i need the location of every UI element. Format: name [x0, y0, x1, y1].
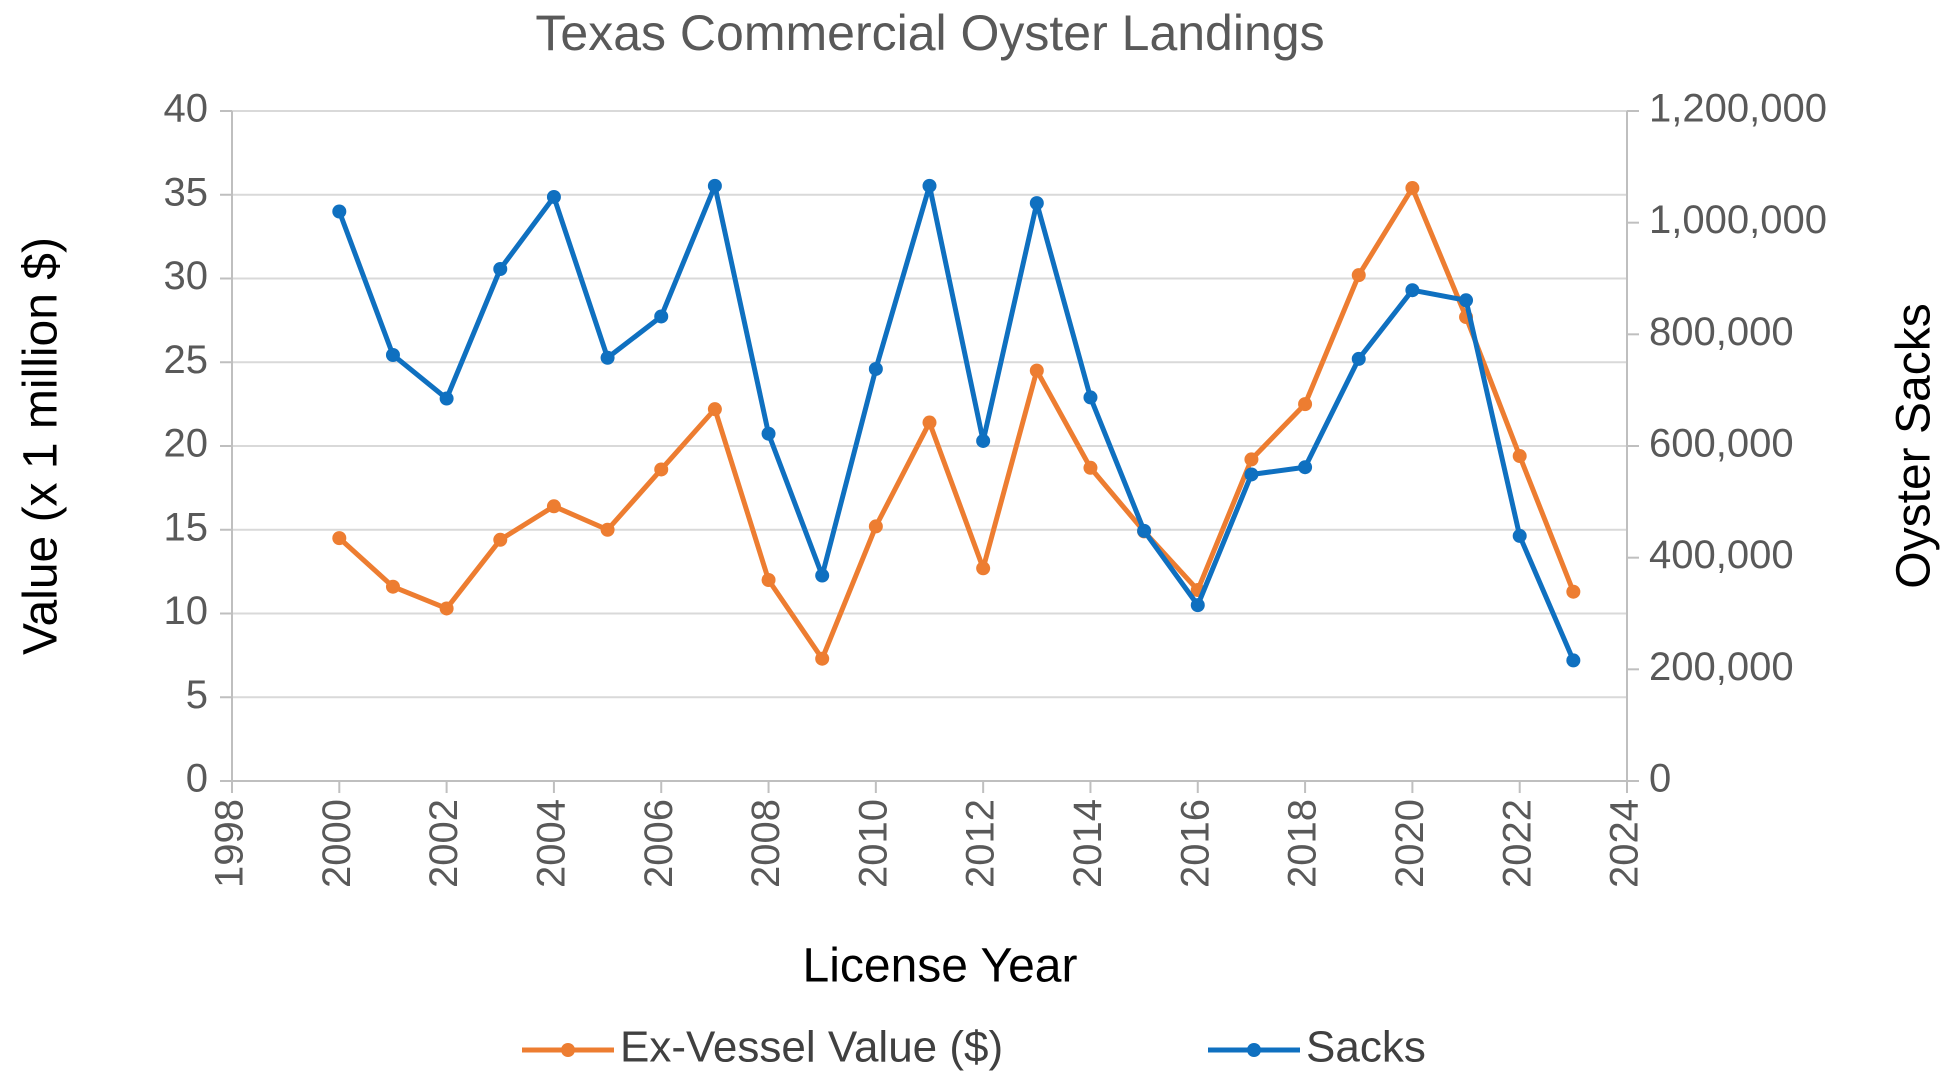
- x-tick-label: 2020: [1388, 799, 1432, 888]
- series-line: [337, 185, 1576, 662]
- data-point: [1083, 460, 1098, 475]
- data-point: [976, 433, 991, 448]
- legend-label: Sacks: [1306, 1023, 1426, 1072]
- y-tick-label: 30: [164, 254, 209, 298]
- x-tick-label: 2008: [744, 799, 788, 888]
- y2-axis-title: Oyster Sacks: [1888, 303, 1941, 588]
- y2-tick-label: 400,000: [1649, 533, 1794, 577]
- data-point: [332, 204, 347, 219]
- data-point: [546, 499, 561, 514]
- data-point: [1244, 452, 1259, 467]
- x-tick-label: 2024: [1603, 799, 1647, 888]
- data-point: [385, 579, 400, 594]
- data-point: [1244, 467, 1259, 482]
- x-tick-label: 2018: [1281, 799, 1325, 888]
- x-tick-label: 2000: [315, 799, 359, 888]
- x-tick-label: 1998: [208, 799, 252, 888]
- data-point: [1512, 449, 1527, 464]
- data-point: [761, 573, 776, 587]
- y2-tick-label: 0: [1649, 757, 1671, 801]
- y-tick-label: 0: [186, 757, 208, 801]
- y2-tick-label: 200,000: [1649, 645, 1794, 689]
- legend-marker: [1247, 1043, 1261, 1057]
- data-point: [1029, 363, 1044, 378]
- data-point: [1512, 528, 1527, 543]
- data-point: [493, 262, 508, 277]
- data-point: [1029, 196, 1044, 211]
- data-point: [815, 568, 830, 583]
- data-point: [493, 532, 508, 547]
- y-tick-label: 5: [186, 673, 208, 717]
- data-point: [761, 426, 776, 441]
- data-point: [922, 178, 937, 193]
- data-point: [439, 391, 454, 406]
- data-point: [976, 561, 991, 576]
- data-point: [1566, 653, 1581, 668]
- y-tick-label: 15: [164, 505, 209, 549]
- data-point: [1351, 268, 1366, 283]
- x-tick-label: 2022: [1495, 799, 1539, 888]
- y2-tick-label: 1,200,000: [1649, 87, 1827, 131]
- x-tick-label: 2014: [1066, 799, 1110, 888]
- x-tick-label: 2012: [959, 799, 1003, 888]
- legend-label: Ex-Vessel Value ($): [620, 1023, 1003, 1072]
- data-point: [1298, 460, 1313, 475]
- data-point: [815, 651, 830, 666]
- data-point: [1298, 397, 1313, 412]
- data-point: [1137, 523, 1152, 538]
- data-point: [600, 350, 615, 365]
- data-point: [1459, 293, 1474, 308]
- x-tick-label: 2010: [851, 799, 895, 888]
- data-point: [1190, 598, 1205, 613]
- y-tick-label: 20: [164, 422, 209, 466]
- x-tick-label: 2016: [1173, 799, 1217, 888]
- data-point: [385, 347, 400, 362]
- y2-tick-label: 1,000,000: [1649, 198, 1827, 242]
- x-tick-label: 2004: [529, 799, 573, 888]
- y-tick-label: 35: [164, 170, 209, 214]
- y-axis-title: Value (x 1 million $): [15, 237, 68, 655]
- data-point: [600, 522, 615, 537]
- data-point: [546, 189, 561, 204]
- x-axis-title: License Year: [803, 940, 1078, 993]
- series-line: [336, 183, 1576, 662]
- data-point: [654, 309, 669, 324]
- data-point: [1566, 584, 1581, 599]
- data-point: [1405, 283, 1420, 298]
- data-point: [868, 361, 883, 376]
- data-point: [868, 519, 883, 534]
- y-tick-label: 40: [164, 87, 209, 131]
- data-point: [707, 178, 722, 193]
- legend-marker: [561, 1043, 575, 1057]
- y2-tick-label: 800,000: [1649, 310, 1794, 354]
- y2-tick-label: 600,000: [1649, 422, 1794, 466]
- data-point: [332, 531, 347, 546]
- y-tick-label: 25: [164, 338, 209, 382]
- data-point: [1405, 181, 1420, 196]
- data-point: [654, 462, 669, 477]
- x-tick-label: 2006: [637, 799, 681, 888]
- data-point: [1351, 351, 1366, 366]
- data-point: [439, 601, 454, 616]
- data-point: [707, 402, 722, 417]
- x-tick-label: 2002: [422, 799, 466, 888]
- data-point: [922, 415, 937, 430]
- chart-title: Texas Commercial Oyster Landings: [535, 5, 1324, 61]
- data-point: [1083, 390, 1098, 405]
- y-tick-label: 10: [164, 589, 209, 633]
